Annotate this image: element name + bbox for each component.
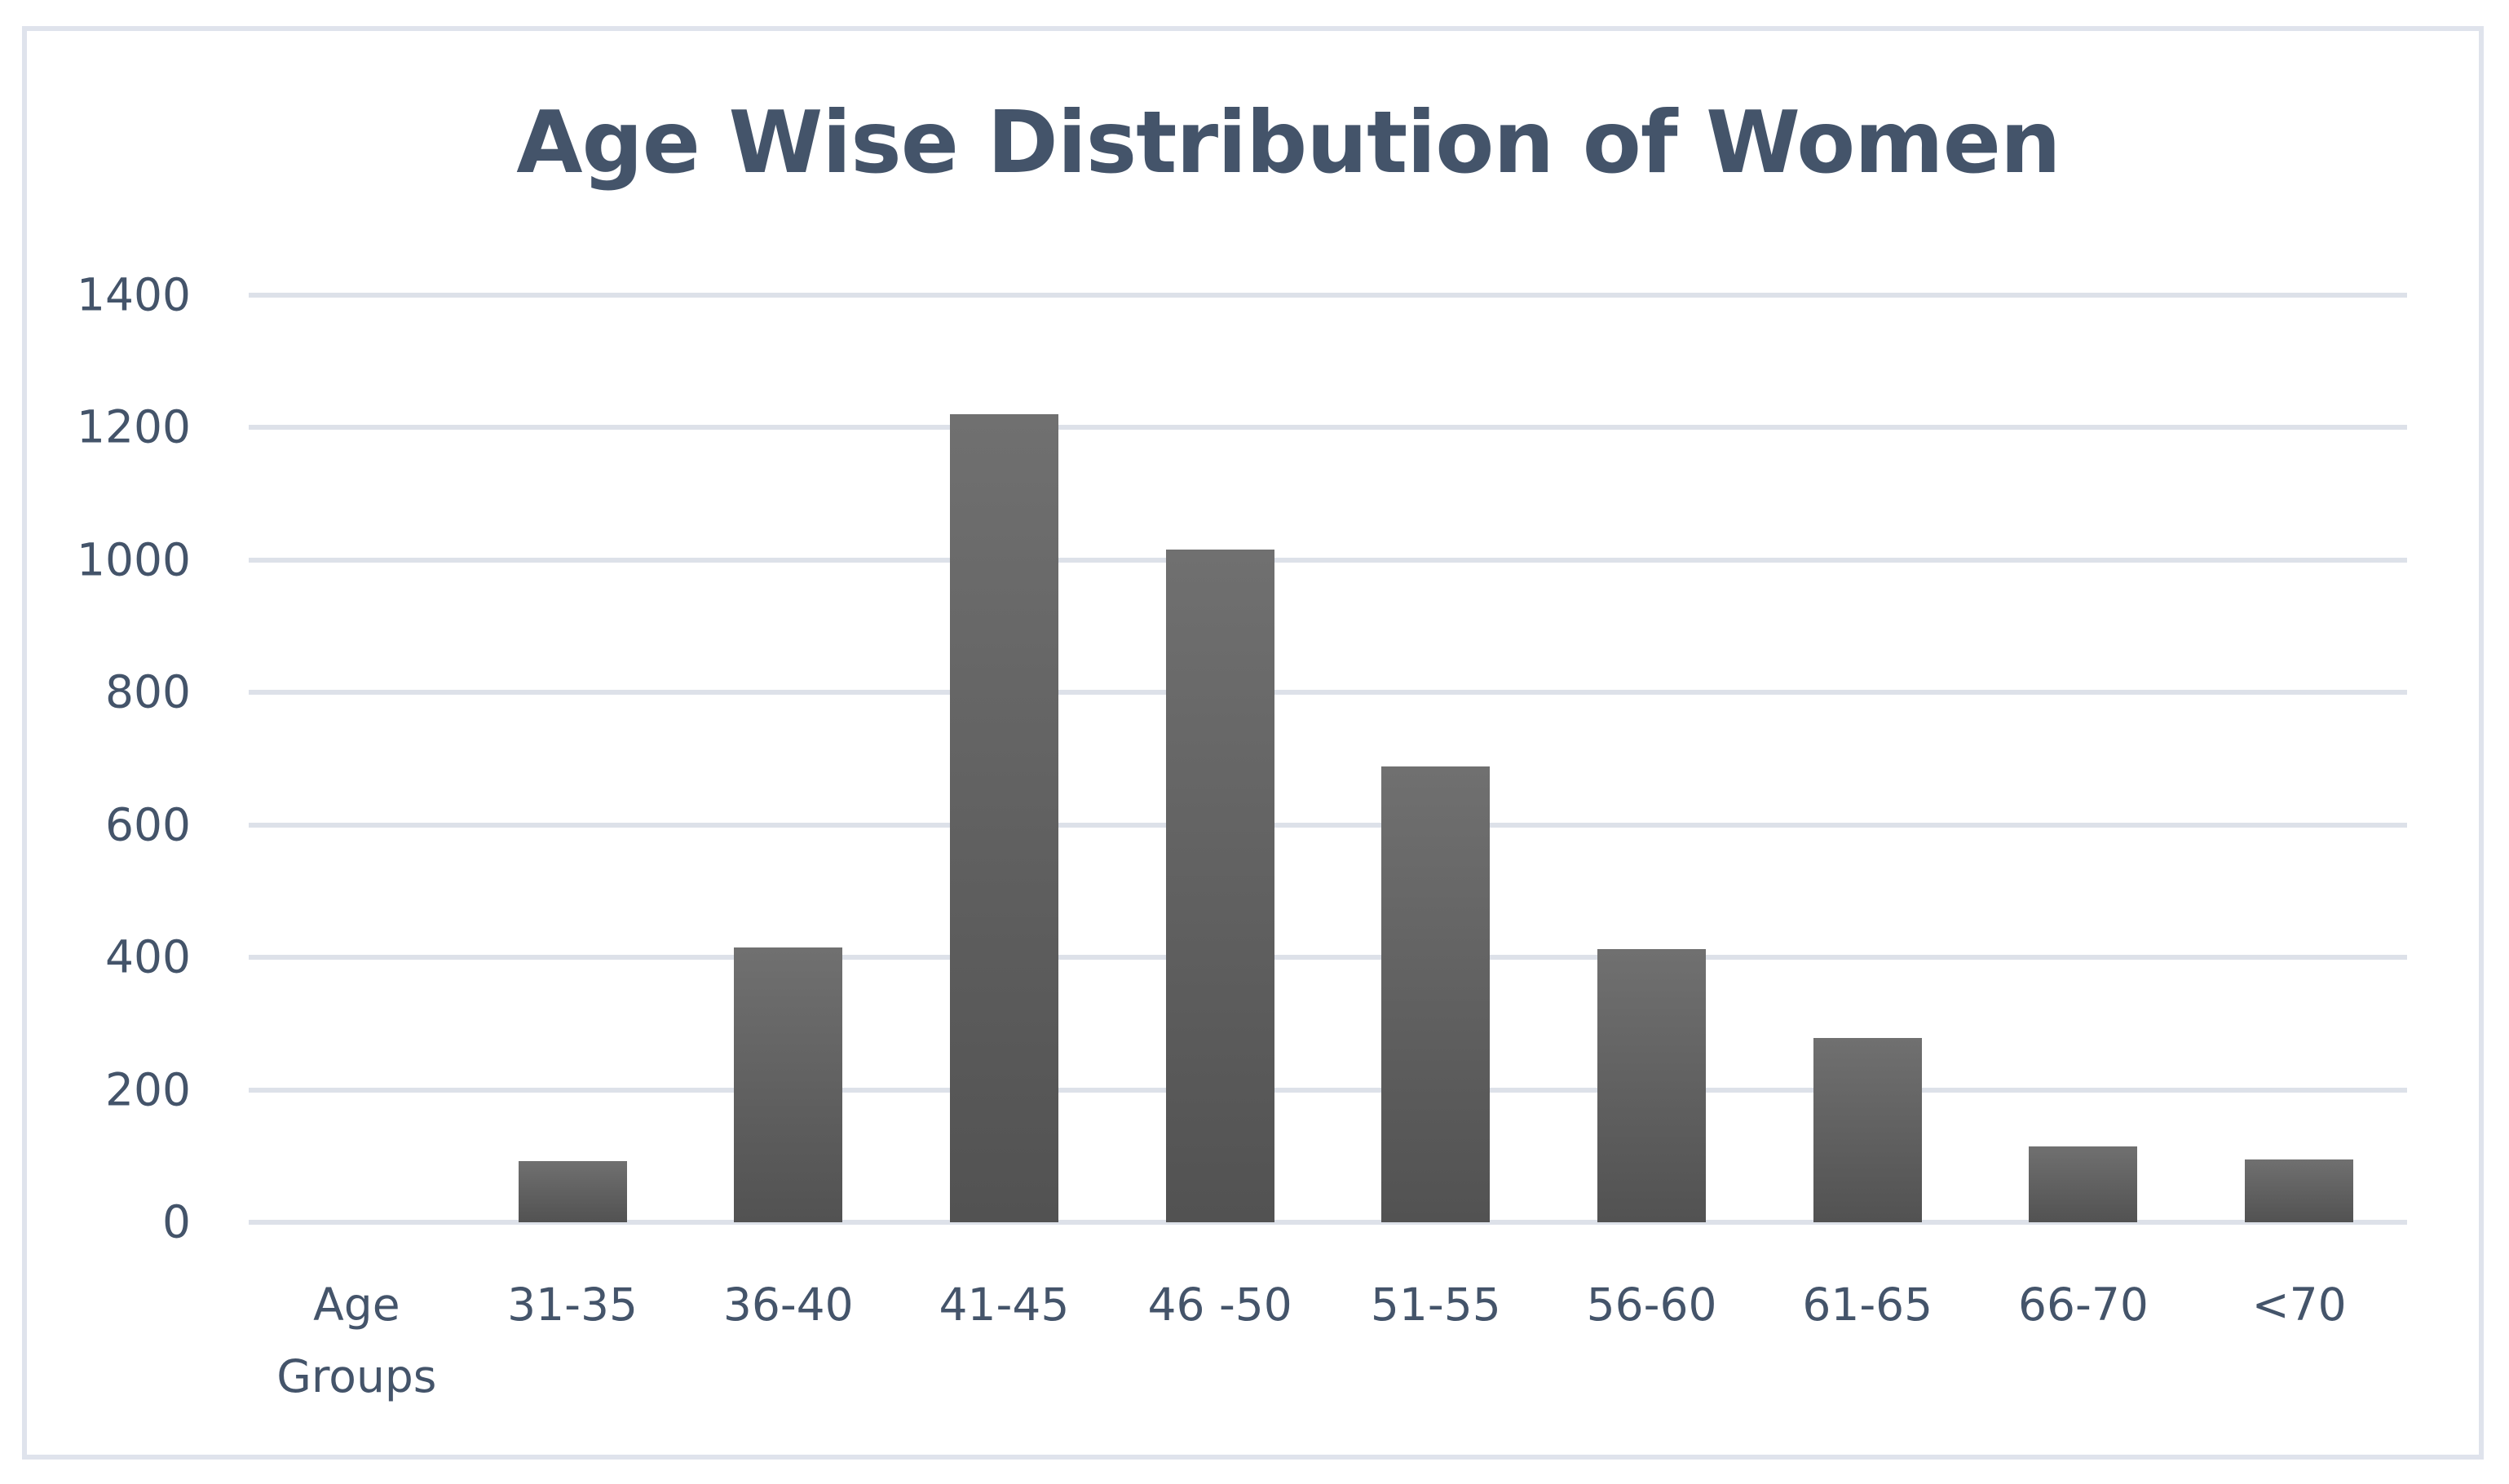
x-tick-label-36-40: 36-40 [722, 1279, 854, 1331]
y-tick-label-200: 200 [105, 1063, 191, 1116]
x-tick-label-<70: <70 [2251, 1279, 2347, 1331]
bar-51-55 [1381, 766, 1491, 1222]
bar-36-40 [734, 947, 843, 1222]
bar-66-70 [2029, 1146, 2138, 1222]
y-tick-label-1000: 1000 [77, 533, 191, 586]
y-tick-label-1200: 1200 [77, 400, 191, 453]
x-tick-label-41-45: 41-45 [939, 1279, 1070, 1331]
bar-61-65 [1813, 1038, 1922, 1222]
y-tick-label-0: 0 [162, 1195, 191, 1248]
y-tick-label-600: 600 [105, 798, 191, 851]
x-tick-label-31-35: 31-35 [507, 1279, 638, 1331]
bar-46-50 [1165, 549, 1274, 1222]
y-tick-label-400: 400 [105, 930, 191, 983]
x-tick-label-46-50: 46 -50 [1147, 1279, 1292, 1331]
x-tick-label-61-65: 61-65 [1802, 1279, 1933, 1331]
bar-56-60 [1597, 949, 1707, 1222]
y-tick-label-800: 800 [105, 665, 191, 718]
chart-title: Age Wise Distribution of Women [516, 93, 2061, 192]
gridline-0 [249, 1220, 2407, 1225]
x-tick-label-56-60: 56-60 [1586, 1279, 1717, 1331]
plot-area [249, 293, 2407, 1225]
gridline-400 [249, 955, 2407, 961]
gridline-1200 [249, 425, 2407, 431]
gridline-600 [249, 822, 2407, 828]
x-tick-label-66-70: 66-70 [2018, 1279, 2149, 1331]
bar-<70 [2245, 1159, 2354, 1222]
bar-31-35 [518, 1161, 627, 1222]
gridline-1000 [249, 557, 2407, 563]
gridline-1400 [249, 293, 2407, 298]
y-tick-label-1400: 1400 [77, 268, 191, 321]
x-tick-label-AgeGroups: Age Groups [276, 1279, 437, 1402]
bar-41-45 [949, 414, 1058, 1222]
x-tick-label-51-55: 51-55 [1370, 1279, 1501, 1331]
gridline-800 [249, 690, 2407, 696]
gridline-200 [249, 1087, 2407, 1093]
